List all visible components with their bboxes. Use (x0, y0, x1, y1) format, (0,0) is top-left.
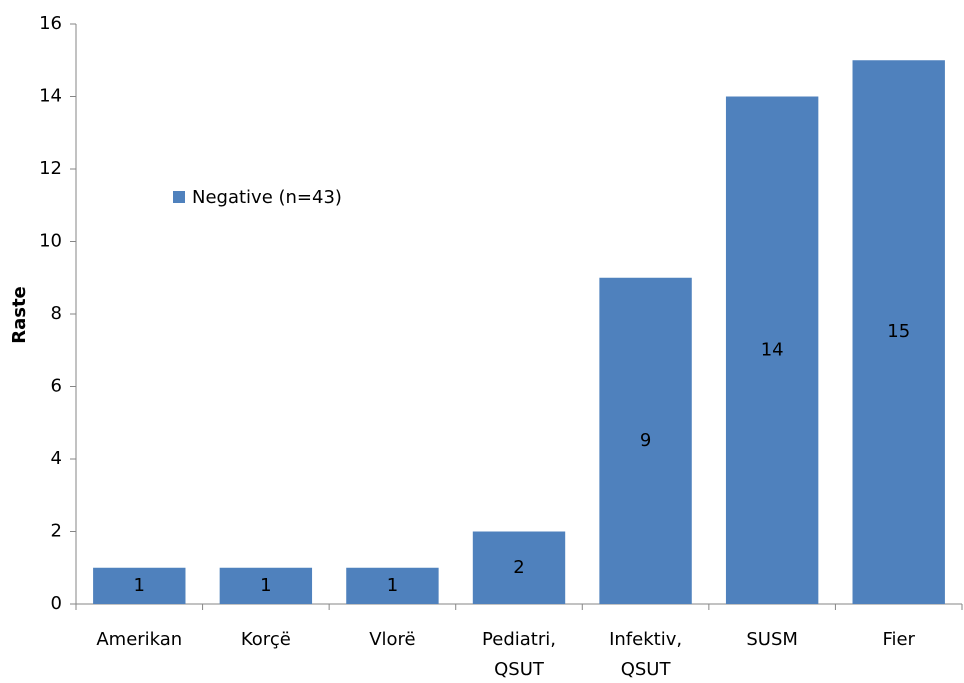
data-label: 1 (387, 575, 398, 596)
x-tick-label: Amerikan (96, 629, 182, 650)
y-tick-label: 0 (51, 593, 62, 614)
bar (93, 567, 186, 604)
legend-swatch (173, 191, 185, 203)
x-tick-label: Korçë (241, 629, 291, 650)
data-label: 15 (887, 321, 910, 342)
y-tick-label: 16 (39, 13, 62, 34)
y-tick-label: 4 (51, 448, 62, 469)
y-axis-label: Raste (9, 286, 30, 344)
y-tick-label: 12 (39, 158, 62, 179)
data-label: 14 (761, 339, 784, 360)
y-tick-label: 14 (39, 86, 62, 107)
bar (852, 60, 945, 604)
y-tick-label: 10 (39, 231, 62, 252)
data-label: 1 (134, 575, 145, 596)
bar (219, 567, 313, 604)
bar (346, 567, 439, 604)
x-tick-label: Fier (882, 629, 915, 650)
y-tick-label: 8 (51, 303, 62, 324)
bar (599, 277, 692, 604)
y-tick-label: 2 (51, 521, 62, 542)
x-tick-label: Pediatri, QSUT (482, 629, 556, 680)
x-tick-label: Vlorë (369, 629, 415, 650)
bar (472, 531, 566, 604)
data-label: 1 (260, 575, 271, 596)
x-tick-label: SUSM (746, 629, 798, 650)
legend-label: Negative (n=43) (192, 187, 342, 208)
bar (725, 96, 819, 604)
y-tick-label: 6 (51, 376, 62, 397)
data-label: 2 (513, 557, 524, 578)
x-tick-label: Infektiv, QSUT (609, 629, 682, 680)
data-label: 9 (640, 430, 651, 451)
